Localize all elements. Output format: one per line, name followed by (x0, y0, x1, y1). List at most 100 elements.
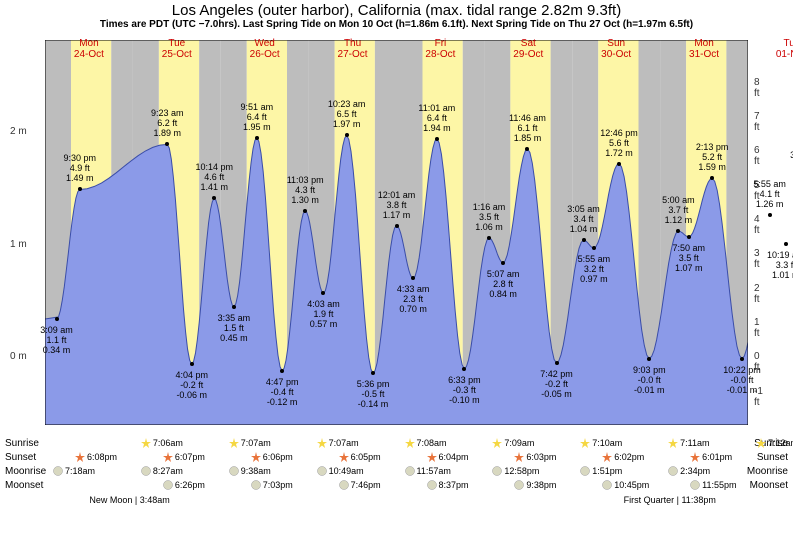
day-header: Wed26-Oct (221, 38, 309, 60)
sunset-cell: 6:01pm (690, 452, 732, 462)
tide-point (462, 367, 466, 371)
y-axis-right-tick: 7 ft (754, 111, 760, 133)
y-axis-right-tick: 4 ft (754, 214, 760, 236)
low-tide-label: 4:04 pm-0.2 ft-0.06 m (175, 370, 208, 400)
high-tide-label: 9:23 am6.2 ft1.89 m (151, 108, 184, 138)
low-tide-label: 4:47 pm-0.4 ft-0.12 m (266, 377, 299, 407)
sunrise-cell: 7:10am (580, 438, 622, 448)
sunset-cell: 6:05pm (339, 452, 381, 462)
y-axis-right-tick: 1 ft (754, 317, 760, 339)
chart-title: Los Angeles (outer harbor), California (… (0, 0, 793, 19)
day-header: Sat29-Oct (484, 38, 572, 60)
moonset-cell: 9:38pm (514, 480, 556, 490)
sunrise-cell: 7:11am (668, 438, 709, 448)
high-tide-label: 11:03 pm4.3 ft1.30 m (287, 175, 324, 205)
sunrise-cell: 7:09am (492, 438, 534, 448)
low-tide-label: 5:55 am3.2 ft0.97 m (578, 254, 611, 284)
tide-point (78, 187, 82, 191)
y-axis-left-tick: 1 m (10, 239, 27, 250)
high-tide-label: 3:05 am3.4 ft1.04 m (567, 204, 600, 234)
high-tide-label: 9:30 pm4.9 ft1.49 m (64, 153, 97, 183)
moonset-cell: 11:55pm (690, 480, 736, 490)
sunrise-label-left: Sunrise (5, 438, 39, 449)
low-tide-label: 3:09 am1.1 ft0.34 m (40, 325, 73, 355)
tide-point (710, 176, 714, 180)
high-tide-label: 11:46 am6.1 ft1.85 m (509, 113, 546, 143)
moonrise-cell: 8:27am (141, 466, 183, 476)
tide-point (371, 371, 375, 375)
sunset-label-left: Sunset (5, 452, 36, 463)
day-header: Tue25-Oct (133, 38, 221, 60)
low-tide-label: 4:03 am1.9 ft0.57 m (307, 299, 340, 329)
sunrise-cell: 7:07am (317, 438, 359, 448)
tide-point (687, 235, 691, 239)
tide-point (395, 224, 399, 228)
tide-point (740, 357, 744, 361)
low-tide-label: 10:22 pm-0.0 ft-0.01 m (723, 365, 761, 395)
tide-chart: 0 m1 m2 m-1 ft0 ft1 ft2 ft3 ft4 ft5 ft6 … (45, 40, 748, 425)
moonrise-cell: 9:38am (229, 466, 271, 476)
day-header: Fri28-Oct (397, 38, 485, 60)
tide-point (345, 133, 349, 137)
moonrise-cell: 11:57am (405, 466, 451, 476)
high-tide-label: 12:46 pm5.6 ft1.72 m (600, 128, 638, 158)
tide-point (55, 317, 59, 321)
tide-point (617, 162, 621, 166)
moonset-label-left: Moonset (5, 480, 43, 491)
tide-point (555, 361, 559, 365)
day-header: Mon24-Oct (45, 38, 133, 60)
moonrise-cell: 10:49am (317, 466, 364, 476)
moonrise-cell: 12:58pm (492, 466, 539, 476)
tide-point (212, 196, 216, 200)
tide-point (592, 246, 596, 250)
low-tide-label: 5:36 pm-0.5 ft-0.14 m (357, 379, 390, 409)
moon-phase-label: New Moon | 3:48am (89, 495, 169, 505)
tide-point (255, 136, 259, 140)
tide-point (768, 213, 772, 217)
low-tide-label: 5:07 am2.8 ft0.84 m (487, 269, 520, 299)
tide-point (676, 229, 680, 233)
low-tide-label: 6:33 pm-0.3 ft-0.10 m (448, 375, 481, 405)
tide-point (435, 137, 439, 141)
high-tide-label: 11:01 am6.4 ft1.94 m (418, 103, 455, 133)
sunset-cell: 6:03pm (514, 452, 556, 462)
y-axis-right-tick: 6 ft (754, 145, 760, 167)
moonrise-cell: 2:34pm (668, 466, 710, 476)
day-header: Thu27-Oct (309, 38, 397, 60)
tide-point (165, 142, 169, 146)
high-tide-label: 10:23 am6.5 ft1.97 m (328, 99, 366, 129)
chart-subtitle: Times are PDT (UTC −7.0hrs). Last Spring… (0, 19, 793, 30)
y-axis-right-tick: 2 ft (754, 283, 760, 305)
moonrise-row: Moonrise Moonrise 7:18am8:27am9:38am10:4… (45, 466, 748, 480)
sunrise-row: Sunrise Sunrise 7:06am7:07am7:07am7:08am… (45, 438, 748, 452)
high-tide-label: 12:01 am3.8 ft1.17 m (378, 190, 416, 220)
tide-point (501, 261, 505, 265)
low-tide-label: 7:42 pm-0.2 ft-0.05 m (540, 369, 573, 399)
sunset-row: Sunset Sunset 6:08pm6:07pm6:06pm6:05pm6:… (45, 452, 748, 466)
moonset-cell: 10:45pm (602, 480, 649, 490)
moonrise-cell: 7:18am (53, 466, 95, 476)
high-tide-label: 1:16 am3.5 ft1.06 m (473, 202, 506, 232)
moon-phase-label: First Quarter | 11:38pm (624, 495, 716, 505)
low-tide-label: 3:35 am1.5 ft0.45 m (218, 313, 251, 343)
tide-point (280, 369, 284, 373)
day-header: Mon31-Oct (660, 38, 748, 60)
day-header: Sun30-Oct (572, 38, 660, 60)
y-axis-right-tick: 8 ft (754, 77, 760, 99)
tide-point (647, 357, 651, 361)
tide-point (190, 362, 194, 366)
y-axis-right-tick: 3 ft (754, 248, 760, 270)
sunset-cell: 6:04pm (427, 452, 469, 462)
moonset-cell: 7:03pm (251, 480, 293, 490)
low-tide-label: 10:19 am3.3 ft1.01 m (767, 250, 793, 280)
moonset-cell: 8:37pm (427, 480, 469, 490)
moonset-cell: 7:46pm (339, 480, 381, 490)
tide-point (411, 276, 415, 280)
sunset-cell: 6:08pm (75, 452, 117, 462)
low-tide-label: 4:33 am2.3 ft0.70 m (397, 284, 430, 314)
sunrise-cell: 7:06am (141, 438, 183, 448)
sunrise-cell: 7:12am (756, 438, 793, 448)
high-tide-label: 5:55 am4.1 ft1.26 m (753, 179, 786, 209)
moonrise-label-right: Moonrise (747, 466, 788, 477)
high-tide-label: 9:51 am6.4 ft1.95 m (241, 102, 274, 132)
